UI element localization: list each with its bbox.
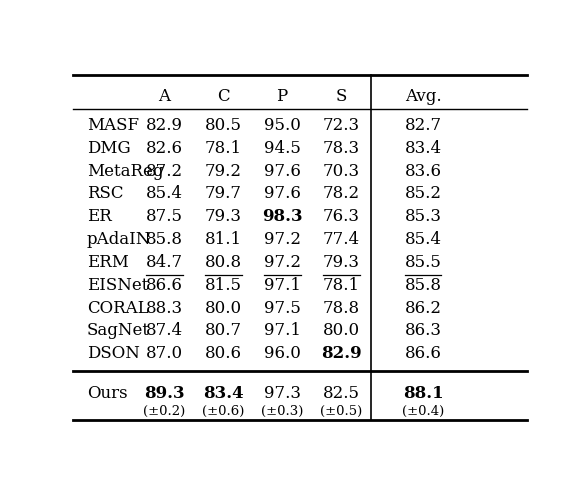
Text: 78.8: 78.8 — [323, 299, 360, 317]
Text: CORAL: CORAL — [87, 299, 148, 317]
Text: 82.6: 82.6 — [145, 140, 183, 157]
Text: 85.8: 85.8 — [404, 277, 441, 294]
Text: Avg.: Avg. — [404, 88, 441, 105]
Text: ER: ER — [87, 208, 111, 225]
Text: 80.0: 80.0 — [205, 299, 241, 317]
Text: 97.2: 97.2 — [264, 254, 301, 271]
Text: 88.3: 88.3 — [145, 299, 183, 317]
Text: 79.3: 79.3 — [205, 208, 241, 225]
Text: 70.3: 70.3 — [323, 162, 360, 180]
Text: 80.8: 80.8 — [205, 254, 241, 271]
Text: 83.4: 83.4 — [404, 140, 441, 157]
Text: ERM: ERM — [87, 254, 129, 271]
Text: A: A — [158, 88, 170, 105]
Text: 82.5: 82.5 — [323, 385, 360, 402]
Text: P: P — [277, 88, 288, 105]
Text: 87.2: 87.2 — [145, 162, 183, 180]
Text: 80.7: 80.7 — [205, 322, 241, 339]
Text: EISNet: EISNet — [87, 277, 148, 294]
Text: 80.6: 80.6 — [205, 345, 241, 362]
Text: S: S — [336, 88, 347, 105]
Text: 82.7: 82.7 — [404, 117, 441, 134]
Text: 86.2: 86.2 — [404, 299, 441, 317]
Text: 87.5: 87.5 — [145, 208, 183, 225]
Text: 96.0: 96.0 — [264, 345, 301, 362]
Text: 83.6: 83.6 — [404, 162, 441, 180]
Text: 78.1: 78.1 — [205, 140, 241, 157]
Text: (±0.4): (±0.4) — [402, 405, 444, 418]
Text: 97.1: 97.1 — [264, 322, 301, 339]
Text: SagNet: SagNet — [87, 322, 150, 339]
Text: 85.3: 85.3 — [404, 208, 441, 225]
Text: 78.1: 78.1 — [323, 277, 360, 294]
Text: (±0.2): (±0.2) — [143, 405, 185, 418]
Text: 82.9: 82.9 — [145, 117, 183, 134]
Text: 80.0: 80.0 — [323, 322, 360, 339]
Text: 76.3: 76.3 — [323, 208, 360, 225]
Text: 97.6: 97.6 — [264, 162, 301, 180]
Text: RSC: RSC — [87, 186, 124, 202]
Text: 85.8: 85.8 — [145, 231, 183, 248]
Text: 85.4: 85.4 — [404, 231, 441, 248]
Text: 79.7: 79.7 — [205, 186, 241, 202]
Text: 88.1: 88.1 — [403, 385, 443, 402]
Text: 81.1: 81.1 — [205, 231, 241, 248]
Text: 97.1: 97.1 — [264, 277, 301, 294]
Text: 86.3: 86.3 — [404, 322, 441, 339]
Text: 97.2: 97.2 — [264, 231, 301, 248]
Text: 80.5: 80.5 — [205, 117, 241, 134]
Text: MASF: MASF — [87, 117, 139, 134]
Text: 85.4: 85.4 — [145, 186, 183, 202]
Text: 89.3: 89.3 — [144, 385, 185, 402]
Text: (±0.5): (±0.5) — [320, 405, 362, 418]
Text: 94.5: 94.5 — [264, 140, 301, 157]
Text: 85.5: 85.5 — [404, 254, 441, 271]
Text: 86.6: 86.6 — [404, 345, 441, 362]
Text: DMG: DMG — [87, 140, 131, 157]
Text: 84.7: 84.7 — [145, 254, 183, 271]
Text: (±0.6): (±0.6) — [202, 405, 244, 418]
Text: 82.9: 82.9 — [321, 345, 362, 362]
Text: DSON: DSON — [87, 345, 139, 362]
Text: 72.3: 72.3 — [323, 117, 360, 134]
Text: 98.3: 98.3 — [262, 208, 302, 225]
Text: MetaReg: MetaReg — [87, 162, 163, 180]
Text: 86.6: 86.6 — [146, 277, 182, 294]
Text: C: C — [217, 88, 230, 105]
Text: 85.2: 85.2 — [404, 186, 441, 202]
Text: 87.0: 87.0 — [145, 345, 183, 362]
Text: 79.2: 79.2 — [205, 162, 241, 180]
Text: Ours: Ours — [87, 385, 128, 402]
Text: 78.2: 78.2 — [323, 186, 360, 202]
Text: 77.4: 77.4 — [323, 231, 360, 248]
Text: pAdaIN: pAdaIN — [87, 231, 151, 248]
Text: 95.0: 95.0 — [264, 117, 301, 134]
Text: 83.4: 83.4 — [203, 385, 243, 402]
Text: 81.5: 81.5 — [205, 277, 241, 294]
Text: 97.3: 97.3 — [264, 385, 301, 402]
Text: (±0.3): (±0.3) — [261, 405, 304, 418]
Text: 87.4: 87.4 — [145, 322, 183, 339]
Text: 97.5: 97.5 — [264, 299, 301, 317]
Text: 97.6: 97.6 — [264, 186, 301, 202]
Text: 78.3: 78.3 — [323, 140, 360, 157]
Text: 79.3: 79.3 — [323, 254, 360, 271]
